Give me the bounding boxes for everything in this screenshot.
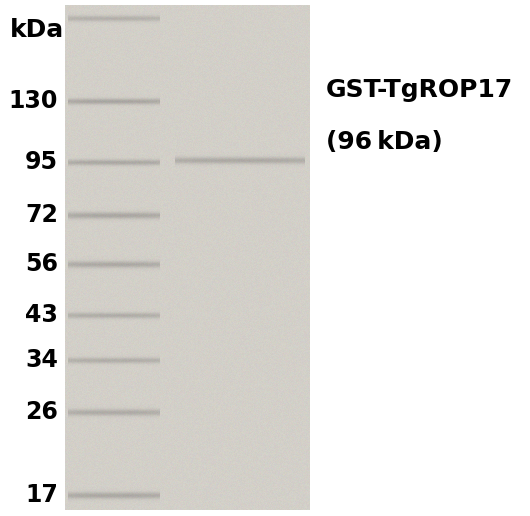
Text: 17: 17 bbox=[25, 483, 58, 507]
Text: 95: 95 bbox=[25, 150, 58, 174]
Text: 56: 56 bbox=[25, 252, 58, 276]
Text: (96 kDa): (96 kDa) bbox=[326, 130, 443, 154]
Text: 72: 72 bbox=[25, 203, 58, 227]
Text: kDa: kDa bbox=[10, 18, 64, 42]
Text: 43: 43 bbox=[25, 303, 58, 327]
Text: 130: 130 bbox=[8, 89, 58, 113]
Text: 26: 26 bbox=[25, 400, 58, 424]
Text: 34: 34 bbox=[25, 348, 58, 372]
Text: GST-TgROP17: GST-TgROP17 bbox=[326, 78, 513, 102]
